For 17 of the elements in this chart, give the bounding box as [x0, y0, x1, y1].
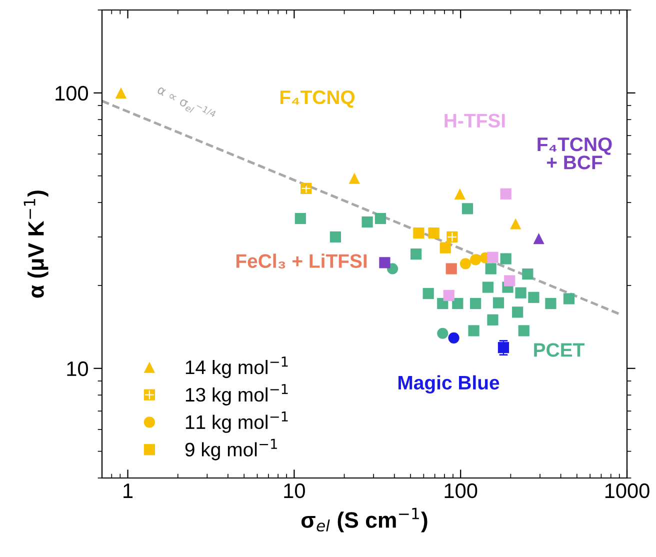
- legend-label: 14 kg mol$^{−1}$: [186, 356, 288, 378]
- text: Magic Blue: [398, 375, 500, 394]
- x-axis-title: σ$_{el}$ (S cm$^{−1}$): [301, 508, 428, 532]
- text: α ∝ σ$_{el}$$^{−1/4}$: [156, 82, 216, 124]
- x-tick-label: 1: [124, 484, 133, 498]
- text: FeCl₃ + LiTFSI: [236, 254, 367, 268]
- series-label: PCET: [534, 343, 584, 357]
- legend-label: 11 kg mol$^{−1}$: [186, 412, 288, 433]
- x-tick-label: 100: [444, 483, 478, 498]
- y-axis-title: α (μV K$^{−1}$): [24, 190, 48, 298]
- text: F₄TCNQ + BCF: [538, 137, 612, 170]
- text: H-TFSI: [444, 114, 505, 128]
- x-tick-label: 10: [284, 483, 305, 498]
- legend-label: 13 kg mol$^{−1}$: [186, 384, 288, 406]
- legend-label: 9 kg mol$^{−1}$: [185, 438, 277, 460]
- annotation: F₄TCNQ: [280, 90, 355, 108]
- x-tick-label: 1000: [605, 483, 650, 498]
